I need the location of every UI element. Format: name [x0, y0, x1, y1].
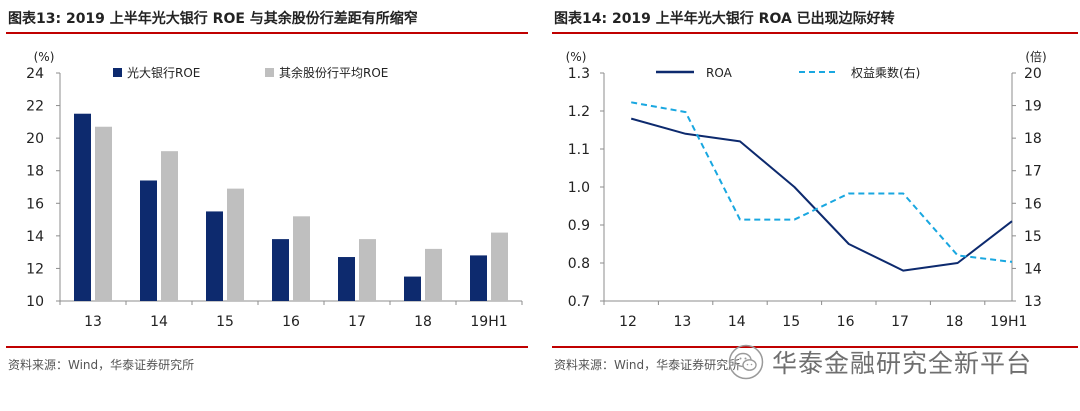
y-tick-label-right: 13 [1024, 294, 1042, 310]
y-tick-label-left: 1.2 [568, 104, 590, 120]
y-tick-label-left: 1.3 [568, 66, 590, 82]
y-tick-label: 10 [26, 294, 44, 310]
y-tick-label-right: 20 [1024, 66, 1042, 82]
source-rule [552, 346, 1078, 348]
y-tick-label: 22 [26, 99, 44, 115]
x-tick-label: 13 [673, 314, 691, 330]
y-tick-label-left: 0.9 [568, 218, 590, 234]
source-rule [6, 346, 528, 348]
y-tick-label-left: 1.0 [568, 180, 590, 196]
y-tick-label-right: 15 [1024, 229, 1042, 245]
y-tick-label-right: 19 [1024, 99, 1042, 115]
source-note: 资料来源：Wind，华泰证券研究所 [554, 358, 741, 372]
x-tick-label: 19H1 [470, 314, 507, 330]
x-tick-label: 12 [619, 314, 637, 330]
x-tick-label: 13 [84, 314, 102, 330]
x-tick-label: 19H1 [990, 314, 1027, 330]
bar-peer-average [293, 216, 310, 301]
y-tick-label: 18 [26, 164, 44, 180]
bar-everbright [140, 180, 157, 301]
y-tick-label: 20 [26, 131, 44, 147]
y-tick-label: 14 [26, 229, 44, 245]
x-tick-label: 14 [150, 314, 168, 330]
legend-swatch [265, 68, 274, 77]
y-tick-label-left: 0.8 [568, 256, 590, 272]
x-tick-label: 16 [282, 314, 300, 330]
y-axis-unit: (%) [34, 50, 55, 64]
y-tick-label-right: 17 [1024, 164, 1042, 180]
y-tick-label-right: 16 [1024, 196, 1042, 212]
figure-title: 图表13: 2019 上半年光大银行 ROE 与其余股份行差距有所缩窄 [8, 11, 418, 27]
line-chart: 0.7 0.8 0.9 1.0 1.1 1.2 1.3 13 14 15 16 17 18 19 20 (%)… [566, 49, 1047, 330]
source-note: 资料来源：Wind，华泰证券研究所 [8, 358, 195, 372]
x-tick-label: 18 [414, 314, 432, 330]
wechat-icon [728, 344, 764, 380]
title-rule [6, 32, 528, 34]
y-tick-label: 24 [26, 66, 44, 82]
bar-everbright [206, 211, 223, 301]
watermark-text: 华泰金融研究全新平台 [772, 349, 1033, 378]
bar-everbright [74, 113, 91, 301]
bar-peer-average [161, 151, 178, 301]
x-tick-label: 17 [348, 314, 366, 330]
title-rule [552, 32, 1078, 34]
watermark: 华泰金融研究全新平台 [728, 342, 1032, 382]
line-roa [630, 117, 1013, 272]
y-tick-label: 12 [26, 261, 44, 277]
x-tick-label: 15 [782, 314, 800, 330]
bar-peer-average [95, 126, 112, 301]
y-axis-unit-right: (倍) [1025, 49, 1046, 64]
bar-peer-average [359, 239, 376, 301]
figure-left: 图表13: 2019 上半年光大银行 ROE 与其余股份行差距有所缩窄 10 12… [0, 0, 530, 411]
bar-chart: 10 12 14 16 18 20 22 24 (%) 13 14 15 16 17 18 19H1 光大银行R… [26, 50, 523, 330]
y-tick-label-right: 18 [1024, 131, 1042, 147]
y-tick-label: 16 [26, 196, 44, 212]
bar-everbright [338, 257, 355, 301]
x-tick-label: 18 [945, 314, 963, 330]
line-equity-multiplier [631, 101, 1013, 263]
legend-label: 权益乘数(右) [851, 65, 920, 80]
bar-peer-average [227, 188, 244, 301]
legend-label: 其余股份行平均ROE [279, 65, 388, 80]
y-tick-label-left: 0.7 [568, 294, 590, 310]
bar-peer-average [425, 248, 442, 301]
x-tick-label: 16 [837, 314, 855, 330]
x-tick-label: 14 [728, 314, 746, 330]
y-tick-label-left: 1.1 [568, 142, 590, 158]
y-axis-unit-left: (%) [566, 50, 587, 64]
x-tick-label: 15 [216, 314, 234, 330]
legend-label: ROA [706, 66, 733, 80]
x-tick-label: 17 [891, 314, 909, 330]
legend-swatch [113, 68, 122, 77]
bar-everbright [470, 255, 487, 301]
legend-label: 光大银行ROE [127, 66, 200, 80]
bar-everbright [404, 276, 421, 301]
figure-right: 图表14: 2019 上半年光大银行 ROA 已出现边际好转 0.7 0.8 0.9… [546, 0, 1080, 411]
y-tick-label-right: 14 [1024, 261, 1042, 277]
bar-peer-average [491, 232, 508, 301]
figure-title: 图表14: 2019 上半年光大银行 ROA 已出现边际好转 [554, 11, 895, 27]
bar-everbright [272, 239, 289, 301]
